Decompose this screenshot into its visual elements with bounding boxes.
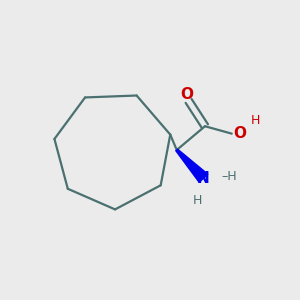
Text: O: O [181, 87, 194, 102]
Text: H: H [192, 194, 202, 207]
Text: O: O [233, 126, 246, 141]
Text: N: N [197, 171, 210, 186]
Text: –H: –H [221, 170, 237, 183]
Polygon shape [176, 149, 208, 182]
Text: H: H [251, 114, 260, 127]
